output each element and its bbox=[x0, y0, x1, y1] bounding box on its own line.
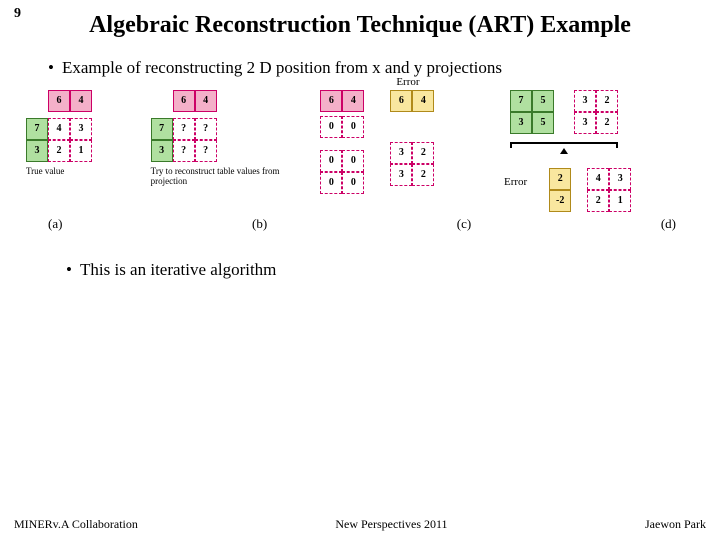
c-col0-r0c1: 0 bbox=[342, 116, 364, 138]
panel-b-body-00: ? bbox=[173, 118, 195, 140]
slide-number: 9 bbox=[14, 6, 21, 22]
label-b: (b) bbox=[252, 216, 267, 232]
c-col0-top-1: 4 bbox=[342, 90, 364, 112]
d-tr-10: 3 bbox=[574, 112, 596, 134]
panel-a-left-1: 3 bbox=[26, 140, 48, 162]
panel-a-body-10: 2 bbox=[48, 140, 70, 162]
d-err-l0: 2 bbox=[549, 168, 571, 190]
panel-a-top-0: 6 bbox=[48, 90, 70, 112]
d-err-r01: 3 bbox=[609, 168, 631, 190]
c-col0-top-0: 6 bbox=[320, 90, 342, 112]
footer-center: New Perspectives 2011 bbox=[335, 517, 447, 532]
bullet-1: Example of reconstructing 2 D position f… bbox=[48, 58, 686, 78]
c-col1-r1c1: 2 bbox=[412, 164, 434, 186]
panel-b-body-11: ? bbox=[195, 140, 217, 162]
footer-left: MINERv.A Collaboration bbox=[14, 517, 138, 532]
label-d: (d) bbox=[661, 216, 676, 232]
panel-b-body-10: ? bbox=[173, 140, 195, 162]
brace-tip-icon bbox=[560, 148, 568, 154]
d-err-l1: -2 bbox=[549, 190, 571, 212]
panel-b: 6 4 7 ? ? 3 ? ? Try to reconstruct table… bbox=[151, 90, 301, 212]
c-col1-r1c0: 3 bbox=[390, 164, 412, 186]
error-label-d: Error bbox=[504, 176, 527, 188]
c-col0-r1c0: 0 bbox=[320, 150, 342, 172]
panel-labels: (a) (b) (c) (d) bbox=[48, 216, 676, 232]
c-err-top-0: 6 bbox=[390, 90, 412, 112]
page-title: Algebraic Reconstruction Technique (ART)… bbox=[60, 12, 660, 40]
diagram-panels: 6 4 7 4 3 3 2 1 True value 6 4 7 ? ? 3 ?… bbox=[26, 90, 700, 212]
c-col0-r0c0: 0 bbox=[320, 116, 342, 138]
d-err-r10: 2 bbox=[587, 190, 609, 212]
c-col0-r2c1: 0 bbox=[342, 172, 364, 194]
c-col1-r0c0: 3 bbox=[390, 142, 412, 164]
panel-b-top-0: 6 bbox=[173, 90, 195, 112]
panel-a-body-01: 3 bbox=[70, 118, 92, 140]
panel-b-caption: Try to reconstruct table values from pro… bbox=[151, 166, 281, 187]
error-label-c: Error bbox=[396, 76, 440, 88]
d-tl-11: 5 bbox=[532, 112, 554, 134]
panel-a-top-1: 4 bbox=[70, 90, 92, 112]
panel-b-left-1: 3 bbox=[151, 140, 173, 162]
panel-b-top-1: 4 bbox=[195, 90, 217, 112]
panel-a-body-11: 1 bbox=[70, 140, 92, 162]
d-err-r00: 4 bbox=[587, 168, 609, 190]
panel-a-left-0: 7 bbox=[26, 118, 48, 140]
d-tl-00: 7 bbox=[510, 90, 532, 112]
d-tr-00: 3 bbox=[574, 90, 596, 112]
bullet-2: This is an iterative algorithm bbox=[66, 260, 686, 280]
d-err-r11: 1 bbox=[609, 190, 631, 212]
panel-a: 6 4 7 4 3 3 2 1 True value bbox=[26, 90, 131, 212]
c-col0-r2c0: 0 bbox=[320, 172, 342, 194]
panel-b-body-01: ? bbox=[195, 118, 217, 140]
panel-c: 6 4 0 0 0 0 0 0 Error 6 bbox=[320, 90, 490, 212]
c-col1-r0c1: 2 bbox=[412, 142, 434, 164]
panel-b-left-0: 7 bbox=[151, 118, 173, 140]
d-tl-10: 3 bbox=[510, 112, 532, 134]
panel-d: 7 5 3 5 3 2 3 2 Error 2 -2 bbox=[510, 90, 700, 212]
label-c: (c) bbox=[457, 216, 471, 232]
footer-right: Jaewon Park bbox=[645, 517, 706, 532]
d-tr-11: 2 bbox=[596, 112, 618, 134]
c-col0-r1c1: 0 bbox=[342, 150, 364, 172]
d-tl-01: 5 bbox=[532, 90, 554, 112]
footer: MINERv.A Collaboration New Perspectives … bbox=[0, 517, 720, 532]
c-err-top-1: 4 bbox=[412, 90, 434, 112]
label-a: (a) bbox=[48, 216, 62, 232]
panel-a-body-00: 4 bbox=[48, 118, 70, 140]
d-tr-01: 2 bbox=[596, 90, 618, 112]
panel-a-caption: True value bbox=[26, 166, 131, 176]
